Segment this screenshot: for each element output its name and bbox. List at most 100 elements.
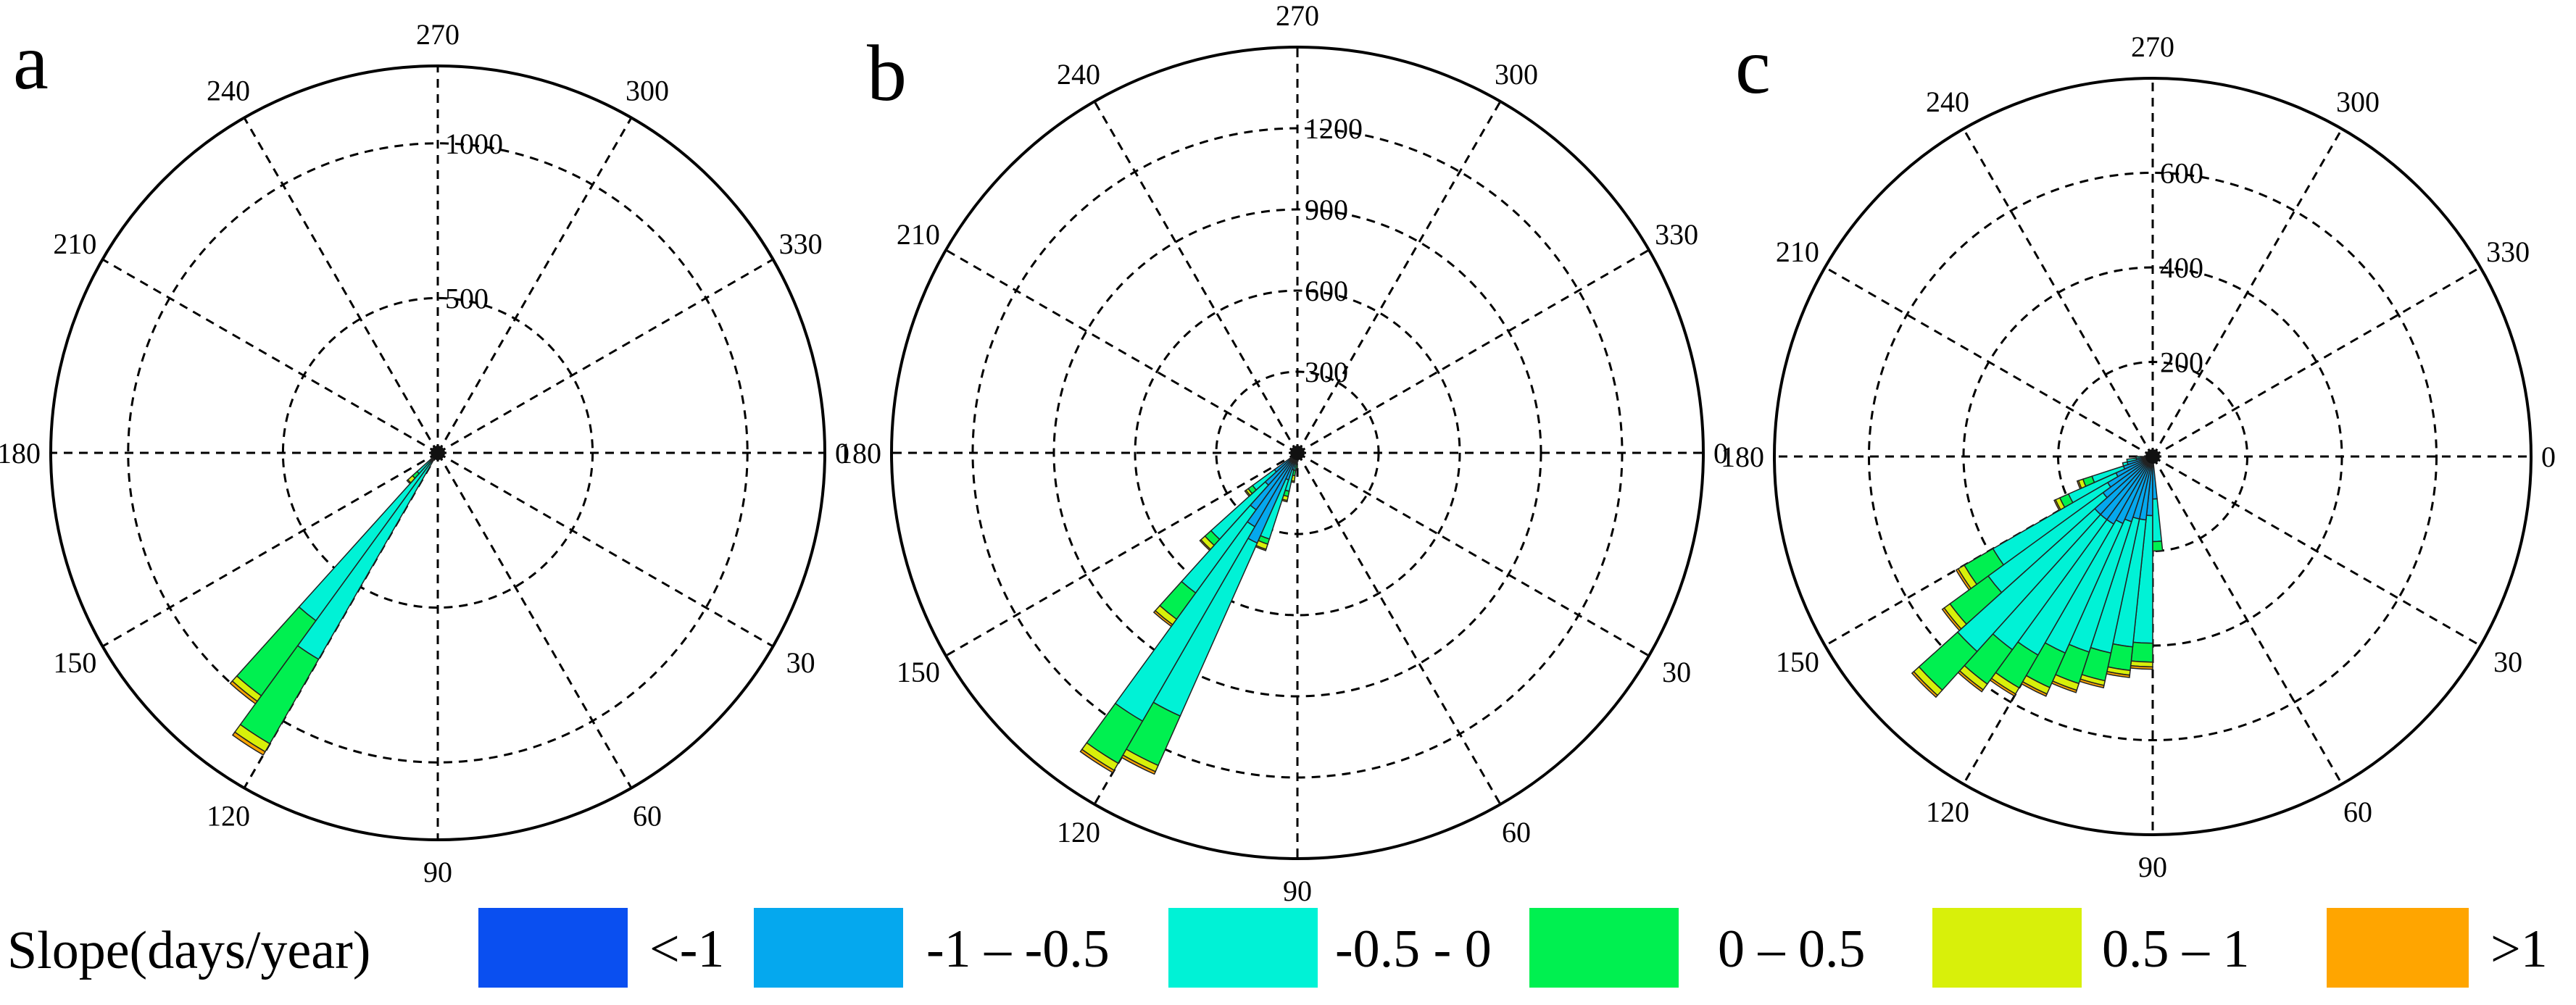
grid-spoke — [436, 117, 633, 454]
angle-tick-label: 150 — [897, 656, 940, 688]
grid-spoke — [945, 249, 1298, 454]
radial-tick-label: 200 — [2160, 346, 2203, 379]
angle-tick-label: 240 — [207, 74, 250, 107]
bar-group — [1079, 452, 1298, 775]
grid-spoke — [1297, 451, 1650, 657]
radial-tick-label: 500 — [445, 282, 489, 314]
radial-tick-label: 400 — [2160, 251, 2203, 284]
angle-tick-label: 120 — [1057, 816, 1100, 848]
bar-segment — [296, 456, 436, 660]
angle-tick-label: 90 — [2138, 851, 2167, 883]
bar-segment — [1295, 464, 1298, 470]
bar-segment — [2135, 456, 2142, 459]
legend-label-gt1: >1 — [2490, 919, 2548, 979]
outer-circle — [1773, 77, 2533, 836]
radial-tick-label: 300 — [1305, 356, 1348, 388]
grid-spoke — [2152, 455, 2481, 647]
angle-tick-label: 30 — [2493, 646, 2522, 678]
angle-tick-label: 300 — [1495, 58, 1538, 91]
grid-spoke — [1297, 249, 1650, 454]
angle-tick-label: 270 — [2131, 30, 2174, 63]
angle-tick-label: 210 — [897, 218, 940, 251]
bar-segment — [1244, 489, 1251, 498]
angle-tick-label: 300 — [2336, 86, 2380, 118]
bar-group — [1911, 456, 2164, 699]
grid-spoke — [945, 451, 1298, 657]
angle-tick-label: 60 — [1502, 816, 1531, 848]
grid-spoke — [243, 117, 439, 454]
angle-tick-label: 60 — [633, 800, 662, 833]
grid-spoke — [1093, 101, 1299, 454]
bar-segment — [229, 680, 258, 705]
grid-spoke — [2151, 456, 2343, 785]
bar-segment — [1290, 480, 1295, 483]
center-marker — [1290, 446, 1305, 460]
polar-panel-b: b 0 30 60 90 120 150 180 210 240 270 300 330 300 600 90… — [838, 0, 1728, 907]
grid-spoke — [1296, 452, 1502, 805]
polar-panel-c: c 0 30 60 90 120 150 180 210 240 270 300 330 200 400 60… — [1721, 22, 2556, 883]
angle-tick-label: 60 — [2343, 796, 2372, 828]
bar-segment — [2152, 460, 2158, 500]
angle-tick-label: 270 — [416, 18, 460, 51]
center-marker — [431, 446, 445, 460]
grid-spoke — [1296, 101, 1502, 454]
bar-segment — [1955, 567, 1972, 591]
bar-segment — [2053, 499, 2061, 512]
bar-segment — [1911, 670, 1939, 699]
angle-tick-label: 150 — [1776, 646, 1819, 678]
bar-segment — [1281, 498, 1288, 503]
legend-label-0-05: 0 – 0.5 — [1718, 919, 1866, 979]
angle-tick-label: 0 — [835, 437, 849, 470]
grid-spoke — [2151, 128, 2343, 457]
legend-swatch-05-1 — [1932, 908, 2082, 988]
grid-spoke — [1962, 128, 2154, 457]
legend-swatch-0-05 — [1529, 908, 1679, 988]
legend-label-lt-neg1: <-1 — [649, 919, 724, 979]
panel-letter: c — [1735, 22, 1771, 110]
bar-segment — [231, 731, 266, 756]
angle-tick-label: 180 — [838, 437, 881, 470]
radial-tick-label: 900 — [1305, 193, 1348, 226]
center-marker — [2145, 449, 2160, 464]
polar-panel-a: a 0 30 60 90 120 150 180 210 240 270 300 330 500 1000 — [0, 17, 849, 888]
bar-segment — [298, 456, 436, 622]
radial-tick-label: 1200 — [1305, 112, 1363, 145]
angle-tick-label: 30 — [786, 646, 815, 679]
bar-segment — [2152, 498, 2163, 543]
angle-tick-label: 330 — [1655, 218, 1698, 251]
angle-tick-label: 210 — [1776, 235, 1819, 268]
angle-tick-label: 120 — [207, 800, 250, 833]
bar-segment — [406, 479, 412, 485]
legend-label-neg05-0: -0.5 - 0 — [1335, 919, 1492, 979]
legend-swatch-neg1-neg05 — [754, 908, 903, 988]
bar-segment — [2130, 641, 2153, 663]
legend-title: Slope(days/year) — [7, 921, 370, 980]
bar-group — [229, 451, 440, 756]
angle-tick-label: 330 — [2486, 235, 2530, 268]
grid-spoke — [1824, 266, 2153, 458]
bar-segment — [1941, 606, 1962, 632]
grid-spoke — [437, 451, 774, 648]
legend-label-neg1-neg05: -1 – -0.5 — [926, 919, 1110, 979]
bar-segment — [2152, 540, 2164, 552]
angle-tick-label: 270 — [1276, 0, 1319, 32]
grid-spoke — [101, 258, 439, 454]
angle-tick-label: 150 — [53, 646, 96, 679]
radial-tick-label: 600 — [1305, 275, 1348, 307]
angle-tick-label: 300 — [626, 74, 669, 107]
grid-ring — [1868, 172, 2438, 741]
angle-tick-label: 30 — [1662, 656, 1691, 688]
panel-letter: b — [867, 29, 907, 117]
grid-spoke — [437, 258, 774, 454]
grid-ring — [1134, 289, 1461, 617]
angle-tick-label: 330 — [779, 228, 823, 260]
angle-tick-label: 210 — [53, 228, 96, 260]
bar-segment — [1292, 469, 1297, 477]
bar-segment — [1152, 609, 1173, 627]
angle-tick-label: 240 — [1926, 86, 1969, 118]
grid-spoke — [2152, 266, 2481, 458]
radial-tick-label: 1000 — [445, 128, 503, 160]
grid-spoke — [436, 452, 633, 789]
legend-swatch-gt1 — [2327, 908, 2469, 988]
